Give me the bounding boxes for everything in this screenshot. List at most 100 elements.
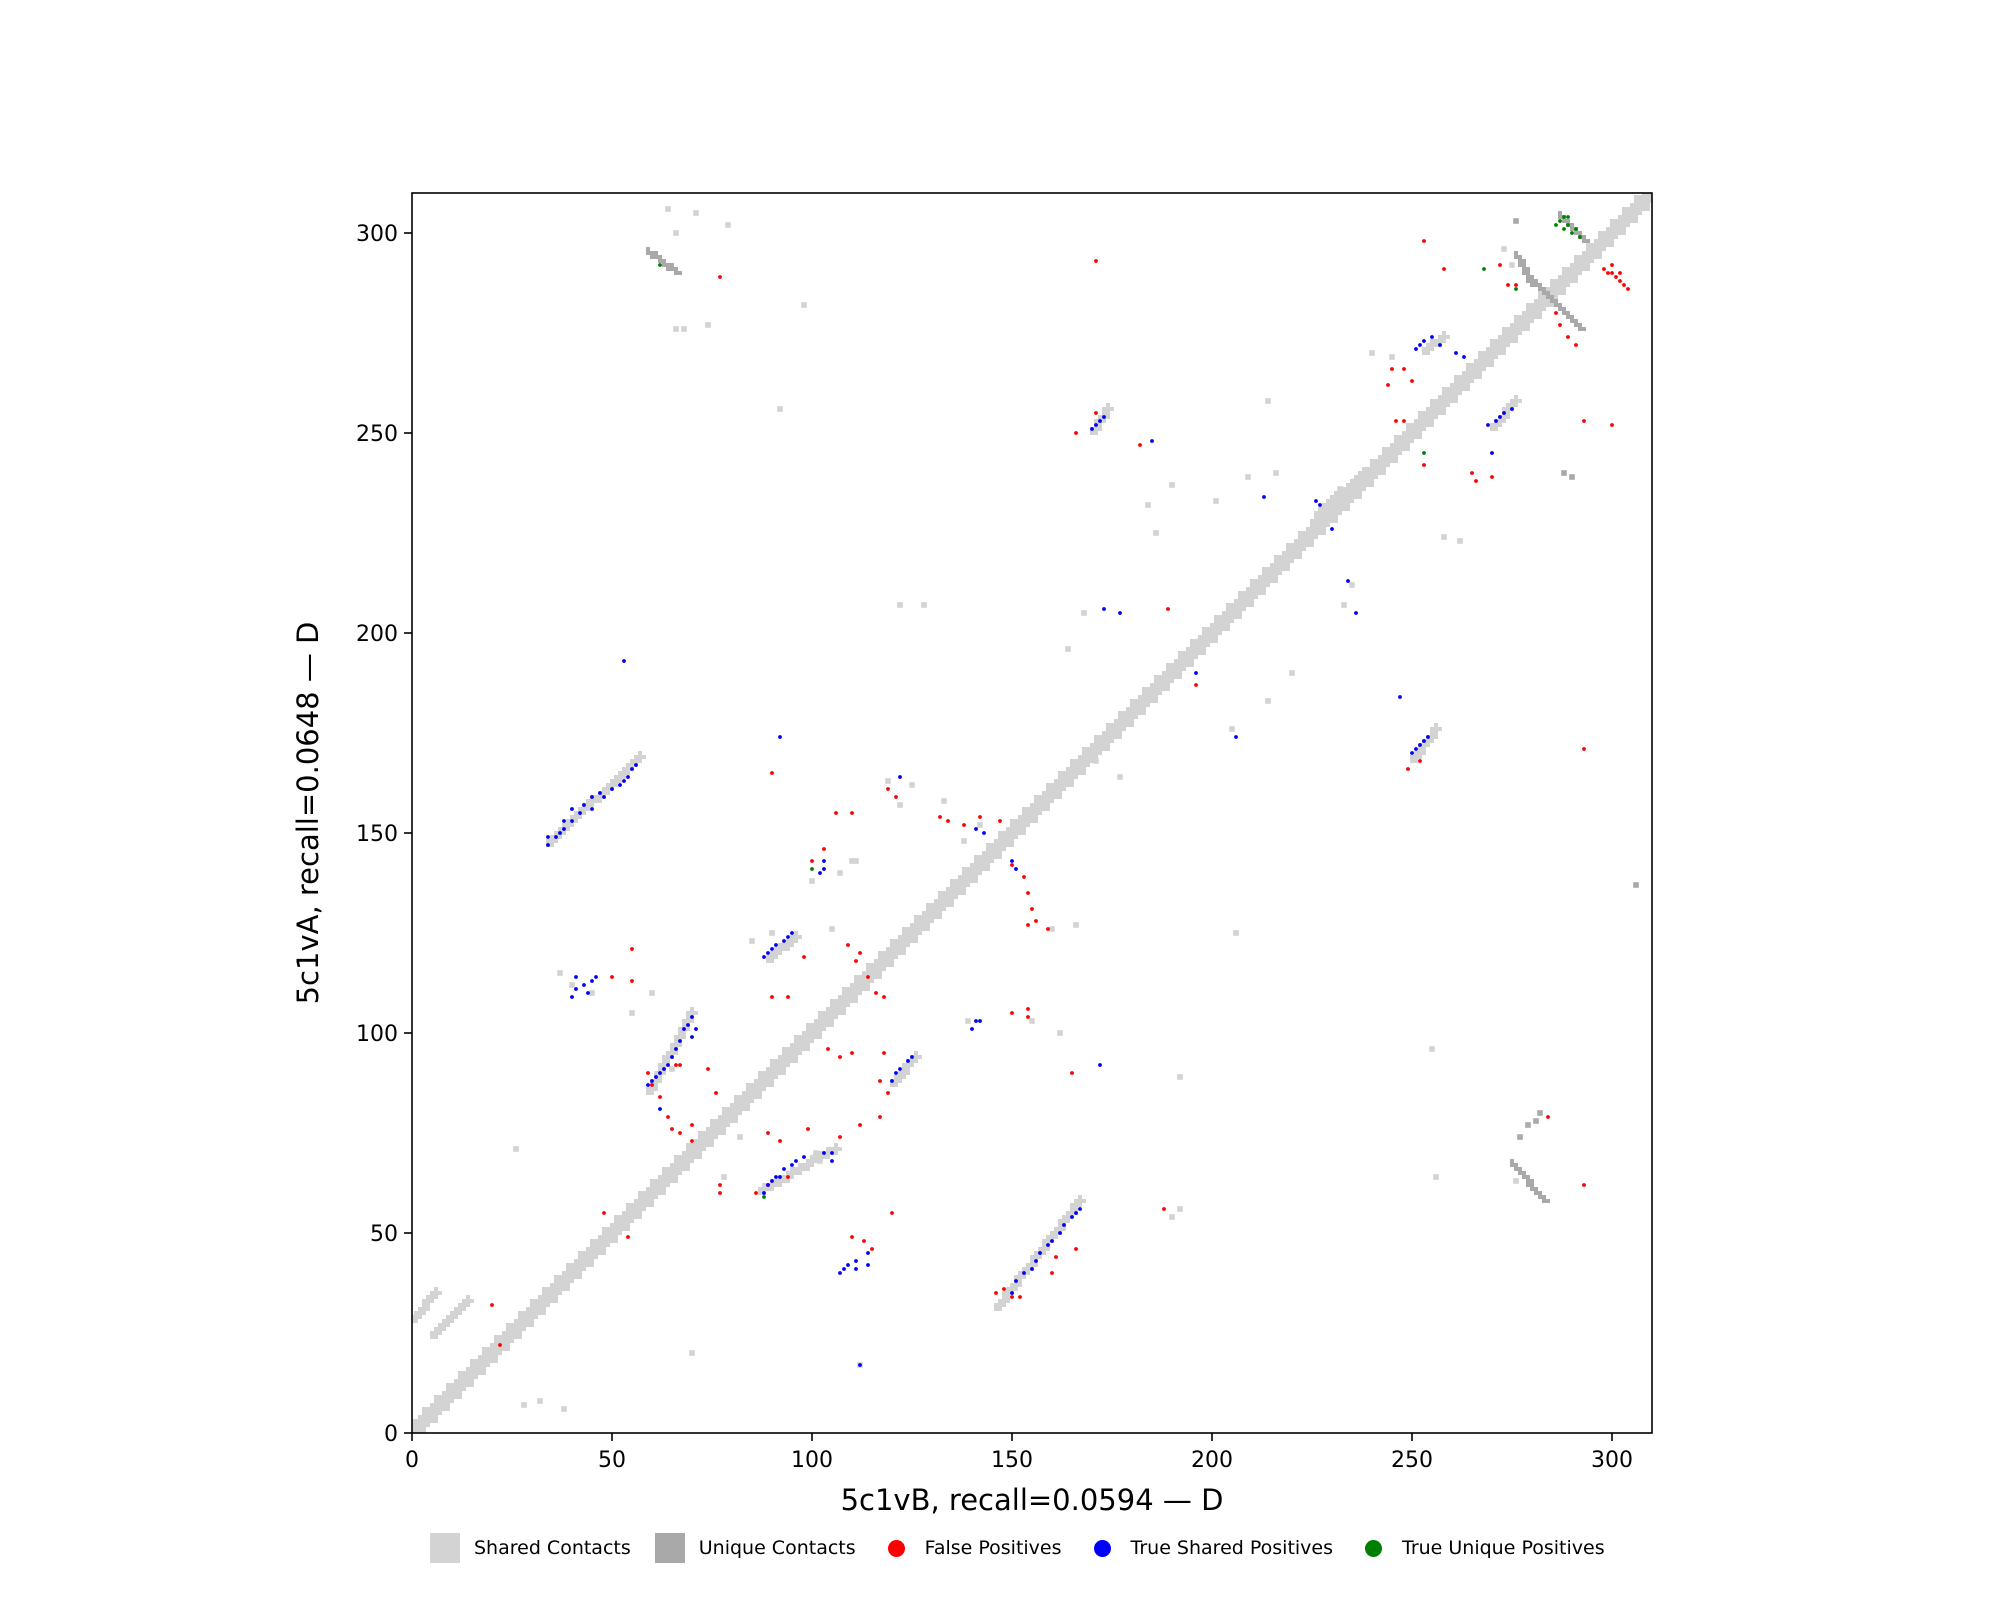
- shared-contact-diagonal-cell: [898, 951, 902, 955]
- shared-contact-diagonal-cell: [934, 915, 938, 919]
- shared-contact-cell: [434, 1331, 438, 1335]
- shared-contact-cell: [769, 930, 775, 936]
- shared-contact-diagonal-cell: [1226, 607, 1230, 611]
- shared-contact-diagonal-cell: [690, 1147, 694, 1151]
- shared-contact-cell: [1090, 431, 1094, 435]
- shared-contact-cell: [426, 1303, 430, 1307]
- shared-contact-diagonal-cell: [1466, 379, 1470, 383]
- shared-contact-diagonal-cell: [1078, 763, 1082, 767]
- shared-contact-diagonal-cell: [442, 1399, 446, 1403]
- shared-contact-diagonal-cell: [538, 1311, 542, 1315]
- shared-contact-diagonal-cell: [926, 923, 930, 927]
- shared-contact-cell: [546, 839, 550, 843]
- shared-contact-diagonal-cell: [882, 951, 886, 955]
- shared-contact-cell: [798, 1167, 802, 1171]
- shared-contact-diagonal-cell: [1410, 431, 1414, 435]
- shared-contact-cell: [906, 1063, 910, 1067]
- shared-contact-cell: [898, 1079, 902, 1083]
- shared-contact-cell: [434, 1327, 438, 1331]
- unique-contact-cell: [1530, 275, 1534, 279]
- shared-contact-diagonal-cell: [850, 999, 854, 1003]
- shared-contact-diagonal-cell: [1202, 647, 1206, 651]
- shared-contact-cell: [629, 1010, 635, 1016]
- shared-contact-diagonal-cell: [1234, 599, 1238, 603]
- shared-contact-diagonal-cell: [434, 1395, 438, 1399]
- shared-contact-diagonal-cell: [1190, 639, 1194, 643]
- shared-contact-diagonal-cell: [602, 1251, 606, 1255]
- shared-contact-diagonal-cell: [1586, 243, 1590, 247]
- shared-contact-cell: [902, 1075, 906, 1079]
- shared-contact-diagonal-cell: [722, 1119, 726, 1123]
- shared-contact-diagonal-cell: [894, 939, 898, 943]
- shared-contact-diagonal-cell: [1210, 623, 1214, 627]
- shared-contact-diagonal-cell: [1646, 203, 1650, 207]
- shared-contact-diagonal-cell: [1146, 691, 1150, 695]
- shared-contact-cell: [1070, 1211, 1074, 1215]
- shared-contact-diagonal-cell: [1242, 599, 1246, 603]
- false-positive-point: [1614, 275, 1618, 279]
- shared-contact-cell: [673, 326, 679, 332]
- shared-contact-diagonal-cell: [1642, 203, 1646, 207]
- shared-contact-diagonal-cell: [1430, 415, 1434, 419]
- shared-contact-diagonal-cell: [1334, 519, 1338, 523]
- shared-contact-diagonal-cell: [890, 955, 894, 959]
- shared-contact-diagonal-cell: [434, 1403, 438, 1407]
- shared-contact-cell: [558, 835, 562, 839]
- shared-contact-diagonal-cell: [466, 1375, 470, 1379]
- shared-contact-diagonal-cell: [1090, 743, 1094, 747]
- shared-contact-cell: [606, 787, 610, 791]
- true-shared-positive-point: [846, 1263, 850, 1267]
- shared-contact-diagonal-cell: [678, 1163, 682, 1167]
- shared-contact-cell: [1514, 403, 1518, 407]
- shared-contact-diagonal-cell: [1514, 315, 1518, 319]
- unique-contact-cell: [1526, 271, 1530, 275]
- shared-contact-cell: [689, 1350, 695, 1356]
- shared-contact-diagonal-cell: [1150, 687, 1154, 691]
- shared-contact-cell: [1353, 478, 1359, 484]
- shared-contact-diagonal-cell: [1362, 479, 1366, 483]
- x-tick-label: 0: [405, 1448, 419, 1473]
- true-shared-positive-point: [546, 843, 550, 847]
- shared-contact-diagonal-cell: [1102, 735, 1106, 739]
- shared-contact-diagonal-cell: [614, 1231, 618, 1235]
- shared-contact-diagonal-cell: [762, 1079, 766, 1083]
- shared-contact-cell: [1098, 415, 1102, 419]
- false-positive-point: [858, 951, 862, 955]
- shared-contact-diagonal-cell: [1162, 675, 1166, 679]
- shared-contact-diagonal-cell: [1066, 775, 1070, 779]
- shared-contact-diagonal-cell: [674, 1163, 678, 1167]
- shared-contact-cell: [454, 1311, 458, 1315]
- shared-contact-diagonal-cell: [706, 1143, 710, 1147]
- shared-contact-diagonal-cell: [1166, 667, 1170, 671]
- shared-contact-cell: [662, 1055, 666, 1059]
- shared-contact-diagonal-cell: [1174, 675, 1178, 679]
- shared-contact-cell: [594, 799, 598, 803]
- shared-contact-diagonal-cell: [1190, 655, 1194, 659]
- shared-contact-diagonal-cell: [642, 1195, 646, 1199]
- shared-contact-diagonal-cell: [786, 1051, 790, 1055]
- shared-contact-diagonal-cell: [1622, 211, 1626, 215]
- shared-contact-diagonal-cell: [1078, 759, 1082, 763]
- unique-contact-cell: [1514, 1167, 1518, 1171]
- shared-contact-diagonal-cell: [794, 1059, 798, 1063]
- shared-contact-cell: [658, 1063, 662, 1067]
- shared-contact-cell: [1014, 1283, 1018, 1287]
- shared-contact-cell: [1430, 339, 1434, 343]
- shared-contact-cell: [1418, 747, 1422, 751]
- unique-contact-cell: [1522, 259, 1526, 263]
- shared-contact-diagonal-cell: [822, 1027, 826, 1031]
- shared-contact-cell: [977, 822, 983, 828]
- shared-contact-cell: [638, 755, 642, 759]
- shared-contact-diagonal-cell: [446, 1383, 450, 1387]
- shared-contact-diagonal-cell: [1478, 351, 1482, 355]
- shared-contact-diagonal-cell: [870, 967, 874, 971]
- shared-contact-diagonal-cell: [482, 1359, 486, 1363]
- shared-contact-diagonal-cell: [1458, 375, 1462, 379]
- shared-contact-diagonal-cell: [850, 983, 854, 987]
- false-positive-point: [894, 795, 898, 799]
- shared-contact-cell: [794, 1171, 798, 1175]
- shared-contact-cell: [790, 1171, 794, 1175]
- shared-contact-diagonal-cell: [1090, 751, 1094, 755]
- shared-contact-cell: [550, 839, 554, 843]
- shared-contact-diagonal-cell: [542, 1291, 546, 1295]
